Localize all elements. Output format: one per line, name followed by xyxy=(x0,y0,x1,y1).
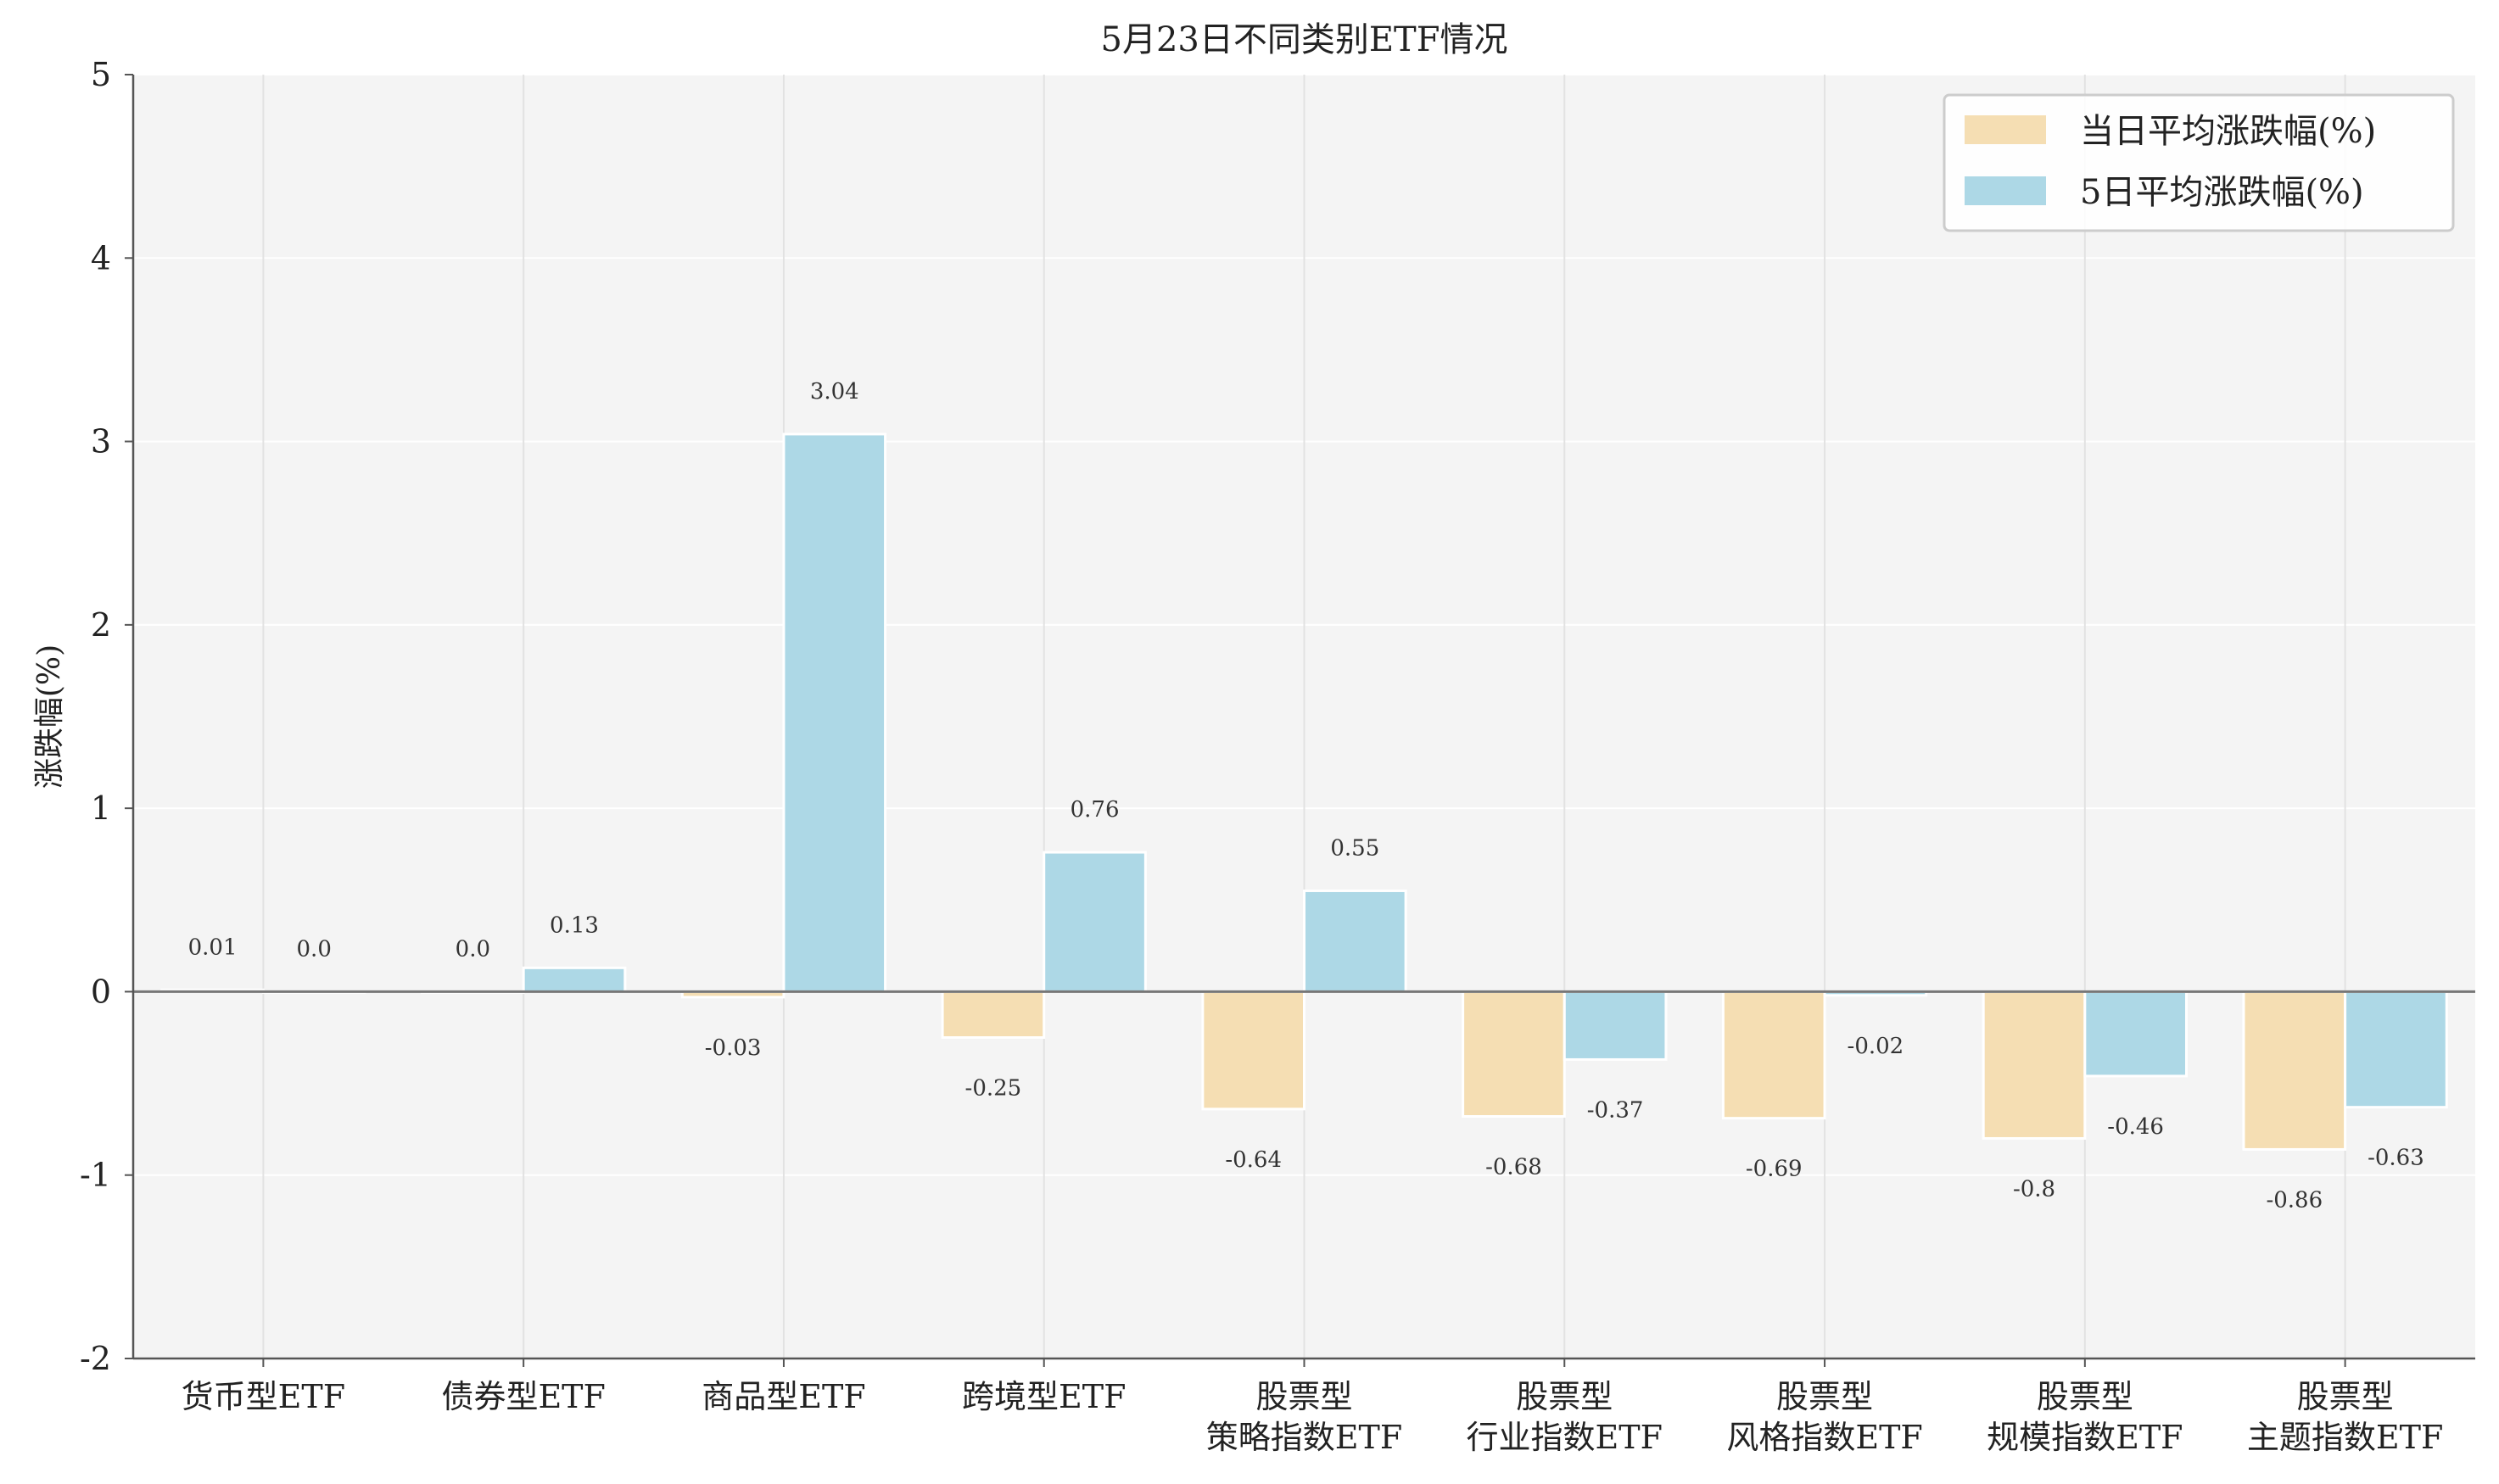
data-label: -0.02 xyxy=(1848,1034,1904,1059)
y-tick-label: 3 xyxy=(91,423,111,460)
data-label: -0.63 xyxy=(2368,1146,2424,1171)
data-label: 0.0 xyxy=(456,936,490,962)
y-tick-label: 0 xyxy=(91,973,111,1010)
chart-title: 5月23日不同类别ETF情况 xyxy=(1101,20,1508,59)
data-label: 0.76 xyxy=(1071,797,1120,823)
legend-label-5day: 5日平均涨跌幅(%) xyxy=(2080,173,2364,212)
value-labels: 0.01 0.0 -0.03 -0.25 -0.64 -0.68 -0.69 -0.8 -0.8… xyxy=(188,379,2424,1213)
data-label: 3.04 xyxy=(810,379,859,404)
x-tick-label: 股票型 xyxy=(1255,1378,1352,1415)
data-label: -0.69 xyxy=(1746,1157,1803,1182)
data-label: -0.03 xyxy=(705,1035,762,1061)
y-tick-label: 4 xyxy=(91,239,111,276)
data-label: -0.86 xyxy=(2266,1187,2323,1213)
bar-daily xyxy=(941,990,1046,1040)
legend-swatch-daily xyxy=(1965,115,2046,144)
y-tick-label: -1 xyxy=(80,1157,111,1194)
x-tick-label: 货币型ETF xyxy=(182,1378,345,1415)
bar-5day xyxy=(1303,889,1407,993)
bar-5day xyxy=(1043,851,1147,993)
x-tick-label: 股票型 xyxy=(2297,1378,2394,1415)
bar-5day xyxy=(782,432,887,993)
data-label: -0.25 xyxy=(965,1076,1022,1102)
data-label: -0.8 xyxy=(2013,1176,2055,1202)
legend-box xyxy=(1943,93,2455,232)
x-tick-label: 策略指数ETF xyxy=(1206,1419,1402,1456)
data-label: 0.13 xyxy=(550,912,599,938)
x-tick-label: 股票型 xyxy=(2037,1378,2133,1415)
y-tick-label: 5 xyxy=(91,56,111,93)
data-label: 0.0 xyxy=(297,936,332,962)
x-tick-label: 商品型ETF xyxy=(702,1378,865,1415)
data-label: 0.01 xyxy=(188,934,238,960)
y-tick-label: -2 xyxy=(80,1340,111,1377)
bar-daily xyxy=(1982,990,2087,1140)
x-tick-label: 主题指数ETF xyxy=(2247,1419,2443,1456)
x-tick-label: 股票型 xyxy=(1776,1378,1873,1415)
bar-5day xyxy=(2344,990,2448,1109)
bar-daily xyxy=(2242,990,2347,1151)
x-tick-label: 跨境型ETF xyxy=(962,1378,1126,1415)
x-tick-label: 规模指数ETF xyxy=(1987,1419,2183,1456)
data-label: -0.46 xyxy=(2107,1114,2164,1140)
axes: -2 -1 0 1 2 3 4 5 货币型ETF 债券型ETF 商品型ETF 跨境型ETF 股票型策略指… xyxy=(80,56,2475,1456)
x-tick-label: 债券型ETF xyxy=(441,1378,605,1415)
y-tick-label: 1 xyxy=(91,789,111,827)
data-label: -0.68 xyxy=(1485,1155,1542,1180)
legend: 当日平均涨跌幅(%) 5日平均涨跌幅(%) xyxy=(1943,93,2455,232)
bar-daily xyxy=(1201,990,1306,1111)
data-label: -0.37 xyxy=(1587,1097,1644,1123)
bar-5day xyxy=(522,966,627,993)
y-tick-label: 2 xyxy=(91,606,111,644)
data-label: -0.64 xyxy=(1225,1147,1282,1173)
x-tick-label: 风格指数ETF xyxy=(1726,1419,1922,1456)
bar-daily xyxy=(1721,990,1826,1120)
legend-swatch-5day xyxy=(1965,176,2046,205)
data-label: 0.55 xyxy=(1330,835,1379,861)
bar-daily xyxy=(1462,990,1566,1119)
x-tick-label: 行业指数ETF xyxy=(1467,1419,1663,1456)
bar-5day xyxy=(1563,990,1668,1061)
bar-5day xyxy=(2083,990,2188,1078)
y-axis-label: 涨跌幅(%) xyxy=(32,644,67,789)
legend-label-daily: 当日平均涨跌幅(%) xyxy=(2080,112,2376,151)
x-tick-label: 股票型 xyxy=(1516,1378,1613,1415)
